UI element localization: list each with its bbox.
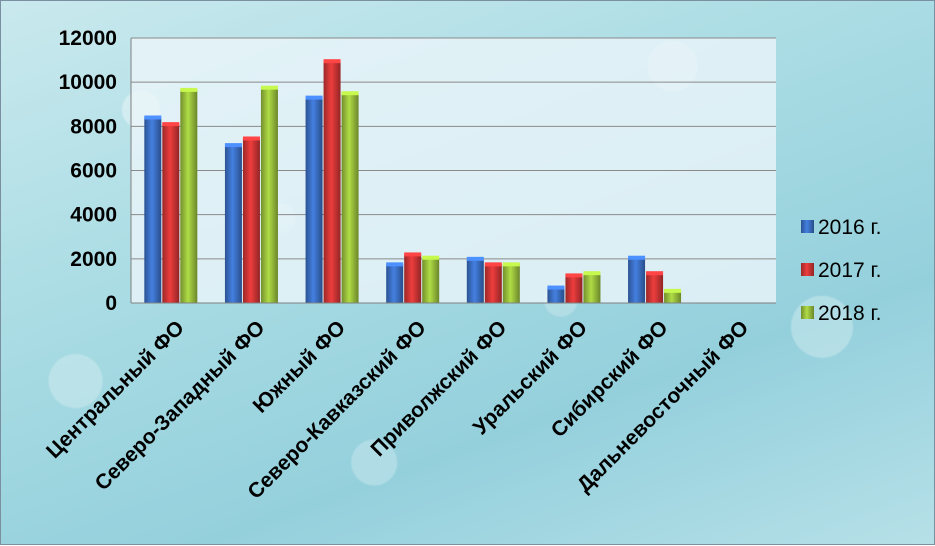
legend-label: 2016 г. [818, 216, 881, 239]
bar [386, 264, 404, 303]
y-tick-label: 2000 [70, 248, 117, 271]
bar [547, 287, 565, 303]
bar [224, 145, 242, 303]
bar [466, 258, 484, 303]
bar [180, 89, 198, 303]
bars [144, 59, 682, 303]
bar [646, 273, 664, 303]
bar-cap [466, 256, 484, 261]
bar [404, 254, 422, 303]
bar-cap [422, 255, 440, 260]
y-tick-label: 12000 [59, 27, 117, 50]
bar-cap [242, 136, 260, 141]
x-axis-categories: Центральный ФО Северо-Западный ФО Южный … [42, 316, 753, 503]
bar [484, 264, 502, 303]
bar-cap [323, 59, 341, 64]
bar [583, 273, 601, 303]
bar [502, 264, 520, 303]
bar-cap [260, 85, 278, 90]
bar-cap [180, 87, 198, 92]
bar-cap [404, 252, 422, 257]
legend-label: 2017 г. [818, 259, 881, 282]
category-label: Дальневосточный ФО [573, 316, 753, 496]
legend-swatch [801, 263, 814, 276]
bar-cap [628, 255, 646, 260]
bar [305, 97, 323, 303]
bar-cap [224, 143, 242, 148]
bar-cap [565, 273, 583, 278]
y-tick-label: 10000 [59, 71, 117, 94]
category-label: Центральный ФО [42, 316, 189, 463]
bar-cap [502, 262, 520, 267]
legend-label: 2018 г. [818, 302, 881, 325]
bar-cap [547, 285, 565, 290]
legend-item-2018: 2018 г. [801, 302, 881, 325]
bar-cap [484, 262, 502, 267]
bar-cap [305, 95, 323, 100]
bar [664, 290, 682, 303]
legend-item-2017: 2017 г. [801, 259, 881, 282]
bar-cap [646, 271, 664, 276]
bar [144, 117, 162, 303]
bar [162, 124, 180, 303]
bar-cap [341, 91, 359, 96]
bar [341, 93, 359, 303]
y-tick-label: 6000 [70, 160, 117, 183]
bar [323, 61, 341, 303]
category-label: Приволжский ФО [367, 316, 512, 461]
bar-cap [664, 288, 682, 293]
y-tick-label: 8000 [70, 115, 117, 138]
bar [628, 257, 646, 303]
bar [242, 138, 260, 303]
bar [565, 275, 583, 303]
bar-cap [386, 262, 404, 267]
legend-item-2016: 2016 г. [801, 216, 881, 239]
y-tick-label: 0 [105, 292, 117, 315]
bar [260, 87, 278, 303]
bar [422, 257, 440, 303]
bar-cap [144, 115, 162, 120]
y-tick-label: 4000 [70, 204, 117, 227]
bar-cap [583, 271, 601, 276]
legend-swatch [801, 306, 814, 319]
legend: 2016 г. 2017 г. 2018 г. [801, 216, 881, 325]
bar-cap [162, 122, 180, 127]
y-axis-ticks: 0 2000 4000 6000 8000 10000 12000 [59, 27, 117, 315]
category-label: Северо-Западный ФО [91, 316, 270, 495]
legend-swatch [801, 220, 814, 233]
